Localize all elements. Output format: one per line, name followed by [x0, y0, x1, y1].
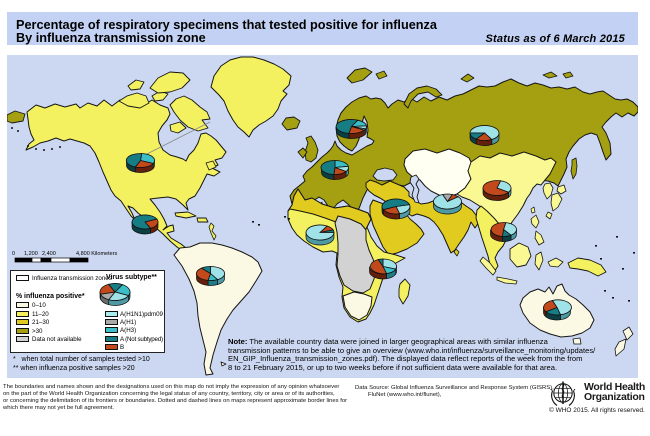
svg-text:1,200: 1,200: [24, 251, 38, 257]
svg-text:2,400: 2,400: [42, 251, 56, 257]
svg-text:0: 0: [12, 251, 15, 257]
svg-text:4,800 Kilometers: 4,800 Kilometers: [76, 251, 118, 257]
